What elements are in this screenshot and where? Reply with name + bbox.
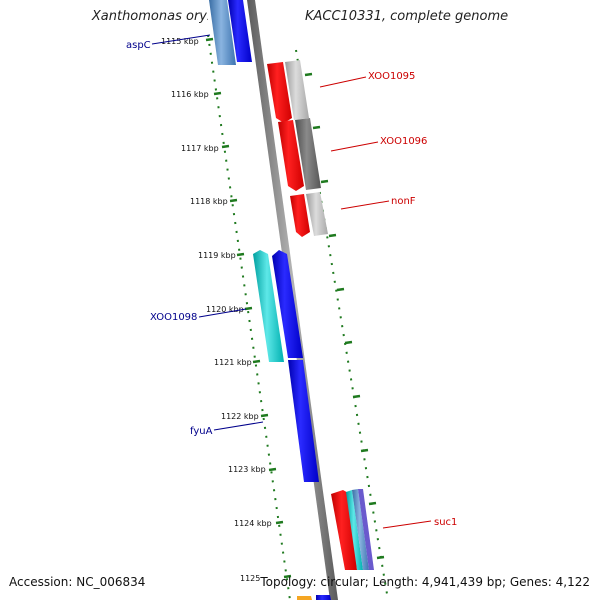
gene-aspc-steelblue [209, 0, 236, 65]
gene-label-xoo1096: XOO1096 [380, 136, 427, 147]
leader-xoo1095 [319, 76, 367, 88]
tick-label-1125: 1125 [240, 574, 260, 583]
gene-nonf-red [290, 194, 310, 237]
accession-text: Accession: NC_006834 [9, 575, 146, 589]
gene-xoo1095-red [267, 62, 292, 123]
map-band [205, 0, 395, 600]
tick-label-1119: 1119 kbp [198, 251, 236, 260]
gene-fyua-blue-upper [272, 250, 303, 358]
gene-bottom-orange [297, 596, 312, 600]
ruler-ticks-right [304, 72, 385, 560]
tick-label-1121: 1121 kbp [214, 358, 252, 367]
leader-aspc [151, 34, 211, 45]
tick-label-1120: 1120 kbp [206, 305, 244, 314]
gene-label-aspc: aspC [126, 40, 151, 51]
gene-suc1-purple [358, 489, 374, 570]
ruler-ticks [205, 37, 292, 579]
leader-nonf [340, 200, 390, 210]
tick-label-1122: 1122 kbp [221, 412, 259, 421]
leader-suc1 [382, 520, 432, 529]
gene-aspc-blue [228, 0, 252, 62]
tick-label-1116: 1116 kbp [171, 90, 209, 99]
gene-xoo1096-red [278, 120, 304, 191]
gene-suc1-cyan [346, 490, 363, 570]
gene-label-xoo1095: XOO1095 [368, 71, 415, 82]
gene-suc1-steelblue [352, 489, 369, 570]
gene-label-nonf: nonF [391, 196, 416, 207]
gene-label-fyua: fyuA [190, 426, 213, 437]
gene-xoo1095-gray [285, 60, 309, 120]
gene-xoo1098-cyan [253, 250, 284, 362]
gene-nonf-gray [306, 192, 328, 236]
gene-xoo1096-darkgray [295, 118, 321, 190]
leader-xoo1098 [198, 308, 247, 318]
tick-label-1118: 1118 kbp [190, 197, 228, 206]
gene-label-xoo1098: XOO1098 [150, 312, 197, 323]
tick-label-1124: 1124 kbp [234, 519, 272, 528]
gene-bottom-blue [316, 595, 331, 600]
leader-fyua [213, 421, 264, 431]
topology-text: Topology: circular; Length: 4,941,439 bp… [260, 575, 590, 589]
gene-fyua-blue-lower [288, 360, 319, 482]
tick-label-1117: 1117 kbp [181, 144, 219, 153]
gene-label-suc1: suc1 [434, 517, 457, 528]
tick-label-1115: 1115 kbp [161, 37, 199, 46]
tick-label-1123: 1123 kbp [228, 465, 266, 474]
leader-xoo1096 [330, 141, 379, 152]
